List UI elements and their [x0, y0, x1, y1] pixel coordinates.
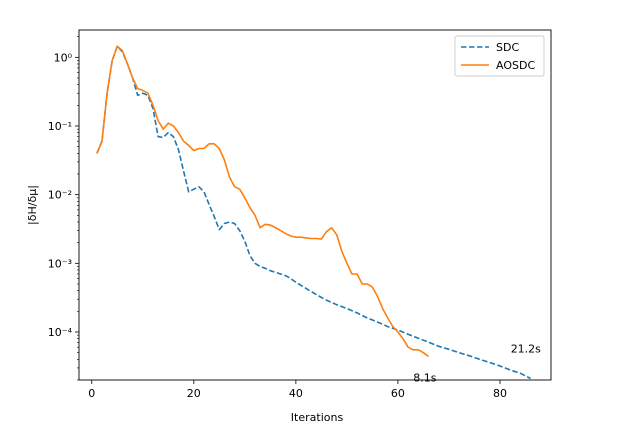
- series-line-sdc: [96, 45, 531, 380]
- y-tick-label: 10⁻³: [48, 257, 72, 270]
- x-tick-label: 60: [391, 387, 405, 400]
- x-tick-label: 40: [289, 387, 303, 400]
- annotations: 21.2s 8.1s: [413, 343, 541, 385]
- y-tick-label: 10⁻⁴: [48, 326, 73, 339]
- x-axis: 0 20 40 60 80: [88, 380, 507, 400]
- legend-label-sdc: SDC: [496, 41, 519, 54]
- x-tick-label: 80: [493, 387, 507, 400]
- y-tick-label: 10⁰: [54, 51, 73, 64]
- y-axis-title: |δH/δμ|: [26, 185, 39, 225]
- legend-box: [454, 35, 545, 77]
- annotation-label: 8.1s: [413, 371, 436, 384]
- series-line-aosdc: [96, 45, 429, 358]
- x-axis-title: Iterations: [291, 411, 344, 424]
- y-tick-label: 10⁻²: [48, 189, 72, 202]
- y-axis: 10⁻⁴ 10⁻³ 10⁻² 10⁻¹ 10⁰: [48, 36, 79, 381]
- x-tick-label: 0: [88, 387, 95, 400]
- plot-area: [78, 29, 552, 381]
- x-tick-label: 20: [187, 387, 201, 400]
- legend-label-aosdc: AOSDC: [496, 59, 535, 72]
- annotation-label: 21.2s: [511, 343, 541, 356]
- legend: SDC AOSDC: [454, 35, 545, 77]
- series-layer: [96, 45, 531, 380]
- y-tick-label: 10⁻¹: [48, 120, 72, 133]
